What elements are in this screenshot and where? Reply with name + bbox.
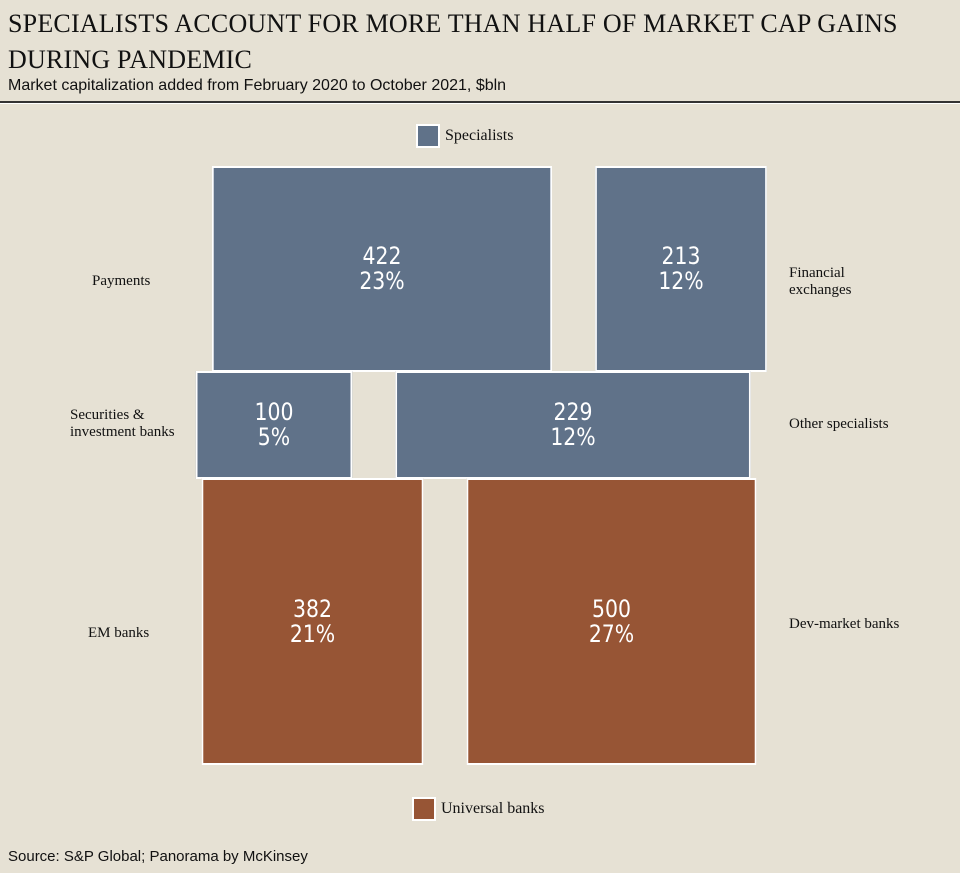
legend-label: Universal banks [441,800,545,817]
treemap-cell: 213 12% [595,166,767,372]
treemap-cell: 422 23% [212,166,552,372]
cell-label: Financial exchanges [789,265,852,298]
cell-percent: 21% [289,619,336,648]
cell-value: 213 [661,242,701,270]
treemap-cell: 100 5% [195,371,353,479]
treemap-cell: 229 12% [395,371,751,479]
cell-percent: 12% [550,423,596,451]
cell-label: EM banks [88,625,150,641]
cell-percent: 23% [359,267,405,295]
cell-value: 229 [553,398,593,426]
cell-value: 100 [254,398,294,426]
cell-value: 422 [362,242,402,270]
legend-label: Specialists [445,127,514,144]
legend-swatch [412,797,436,821]
cell-label: Dev-market banks [789,616,900,632]
legend-swatch [416,124,440,148]
cell-label: Other specialists [789,416,889,432]
cell-label: Securities & investment banks [70,407,175,440]
source-note: Source: S&P Global; Panorama by McKinsey [8,848,308,865]
chart-title: SPECIALISTS ACCOUNT FOR MORE THAN HALF O… [8,9,898,74]
legend-universal-banks: Universal banks [412,797,545,821]
treemap-cell: 382 21% [201,478,424,765]
legend-specialists: Specialists [416,124,513,148]
cell-label: Payments [92,273,151,289]
treemap-cell: 500 27% [466,478,757,765]
cell-percent: 12% [658,267,704,295]
chart-subtitle: Market capitalization added from Februar… [8,77,507,94]
cell-percent: 5% [257,423,291,451]
divider [0,101,960,104]
cell-value: 500 [592,594,631,623]
cell-percent: 27% [588,619,635,648]
cell-value: 382 [293,594,332,623]
